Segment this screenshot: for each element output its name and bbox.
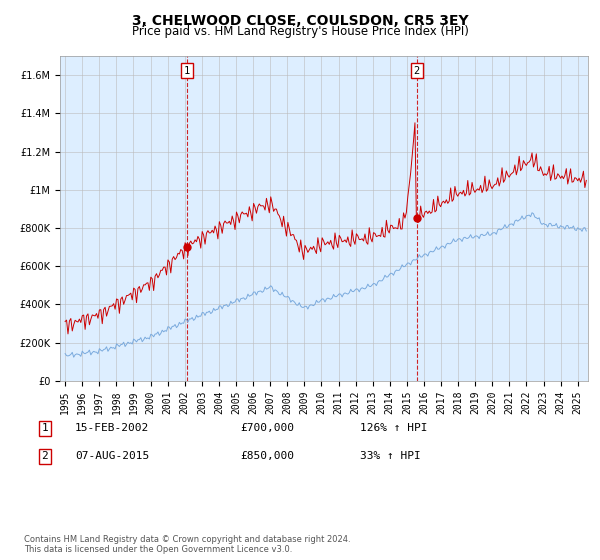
Text: 1: 1: [184, 66, 190, 76]
Text: 07-AUG-2015: 07-AUG-2015: [75, 451, 149, 461]
Text: £700,000: £700,000: [240, 423, 294, 433]
Text: 126% ↑ HPI: 126% ↑ HPI: [360, 423, 427, 433]
Text: 15-FEB-2002: 15-FEB-2002: [75, 423, 149, 433]
Text: 1: 1: [41, 423, 49, 433]
Text: 2: 2: [413, 66, 420, 76]
Text: 2: 2: [41, 451, 49, 461]
Text: Contains HM Land Registry data © Crown copyright and database right 2024.
This d: Contains HM Land Registry data © Crown c…: [24, 535, 350, 554]
Text: 3, CHELWOOD CLOSE, COULSDON, CR5 3EY: 3, CHELWOOD CLOSE, COULSDON, CR5 3EY: [131, 14, 469, 28]
Text: £850,000: £850,000: [240, 451, 294, 461]
Text: Price paid vs. HM Land Registry's House Price Index (HPI): Price paid vs. HM Land Registry's House …: [131, 25, 469, 38]
Text: 33% ↑ HPI: 33% ↑ HPI: [360, 451, 421, 461]
